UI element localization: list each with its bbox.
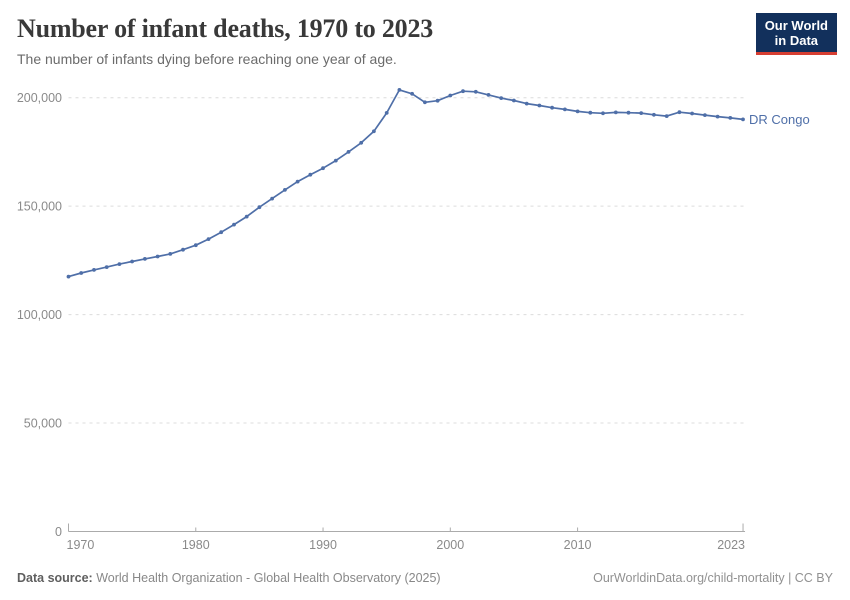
data-point-1993[interactable] [359, 140, 364, 145]
x-axis-label-1970: 1970 [67, 538, 95, 552]
data-point-1975[interactable] [130, 259, 135, 264]
data-point-1988[interactable] [295, 179, 300, 184]
owid-logo[interactable]: Our World in Data [755, 13, 837, 55]
series-label-dr-congo[interactable]: DR Congo [749, 112, 810, 127]
data-point-1986[interactable] [270, 196, 274, 201]
data-point-1997[interactable] [410, 91, 414, 96]
data-point-2009[interactable] [563, 107, 567, 112]
data-point-2016[interactable] [652, 112, 656, 117]
data-point-2001[interactable] [461, 89, 465, 94]
data-point-1981[interactable] [206, 237, 211, 242]
series-line-dr-congo [68, 89, 744, 278]
data-point-1978[interactable] [168, 252, 173, 256]
data-point-2012[interactable] [601, 111, 605, 116]
data-source-text: World Health Organization - Global Healt… [96, 571, 441, 585]
data-point-2010[interactable] [575, 109, 580, 114]
owid-logo-line2: in Data [774, 33, 819, 49]
data-point-2003[interactable] [486, 93, 491, 97]
data-point-2015[interactable] [639, 111, 644, 115]
y-axis-label-0: 0 [55, 525, 62, 539]
data-point-1991[interactable] [333, 158, 338, 163]
data-point-2013[interactable] [613, 110, 618, 115]
data-point-1996[interactable] [397, 88, 402, 92]
data-point-1999[interactable] [435, 98, 440, 103]
data-point-2007[interactable] [537, 103, 542, 108]
y-axis-label-100,000: 100,000 [17, 308, 62, 322]
data-point-1977[interactable] [155, 254, 160, 259]
data-point-2017[interactable] [664, 114, 669, 118]
chart-subtitle: The number of infants dying before reach… [17, 51, 397, 67]
data-point-1976[interactable] [143, 257, 147, 261]
data-point-2008[interactable] [550, 105, 554, 110]
data-point-1990[interactable] [321, 166, 325, 171]
y-axis-label-150,000: 150,000 [17, 200, 62, 214]
data-point-2023[interactable] [741, 117, 745, 122]
data-point-1980[interactable] [193, 243, 198, 248]
x-axis-label-1990: 1990 [309, 538, 337, 552]
data-point-2011[interactable] [588, 110, 593, 115]
data-point-2019[interactable] [690, 111, 694, 116]
data-point-1985[interactable] [257, 205, 262, 210]
data-point-1974[interactable] [117, 262, 122, 266]
data-point-2004[interactable] [499, 96, 504, 100]
chart-footer: Data source: World Health Organization -… [0, 571, 850, 585]
x-axis-label-2010: 2010 [564, 538, 592, 552]
data-point-1995[interactable] [384, 111, 389, 115]
x-axis-label-2000: 2000 [436, 538, 464, 552]
data-point-2005[interactable] [512, 98, 516, 103]
data-point-1973[interactable] [104, 265, 109, 269]
data-point-2000[interactable] [448, 93, 453, 98]
data-point-1970[interactable] [66, 274, 71, 279]
x-axis-label-2023: 2023 [717, 538, 745, 552]
data-source-label: Data source: [17, 571, 93, 585]
data-point-1998[interactable] [423, 100, 427, 105]
data-point-1992[interactable] [346, 150, 351, 154]
data-point-2014[interactable] [626, 110, 631, 115]
y-axis-label-200,000: 200,000 [17, 91, 62, 105]
data-point-1982[interactable] [219, 230, 224, 235]
owid-logo-line1: Our World [764, 18, 828, 33]
data-point-2018[interactable] [677, 110, 682, 115]
data-point-2006[interactable] [524, 101, 529, 106]
data-point-2002[interactable] [473, 89, 478, 94]
data-point-1984[interactable] [244, 214, 249, 219]
data-point-1983[interactable] [232, 222, 236, 227]
page-title: Number of infant deaths, 1970 to 2023 [17, 14, 434, 43]
data-point-2020[interactable] [703, 113, 707, 117]
data-point-1987[interactable] [283, 188, 287, 192]
data-point-2021[interactable] [715, 114, 720, 119]
data-point-1972[interactable] [92, 268, 96, 272]
data-point-1979[interactable] [181, 247, 185, 252]
data-point-1994[interactable] [372, 129, 376, 134]
y-axis-label-50,000: 50,000 [24, 417, 62, 431]
data-point-1989[interactable] [308, 172, 313, 177]
data-point-2022[interactable] [728, 116, 733, 120]
data-point-1971[interactable] [79, 271, 84, 275]
license-link[interactable]: OurWorldinData.org/child-mortality | CC … [593, 571, 833, 585]
x-axis-label-1980: 1980 [182, 538, 210, 552]
data-source-note: Data source: World Health Organization -… [17, 571, 441, 585]
